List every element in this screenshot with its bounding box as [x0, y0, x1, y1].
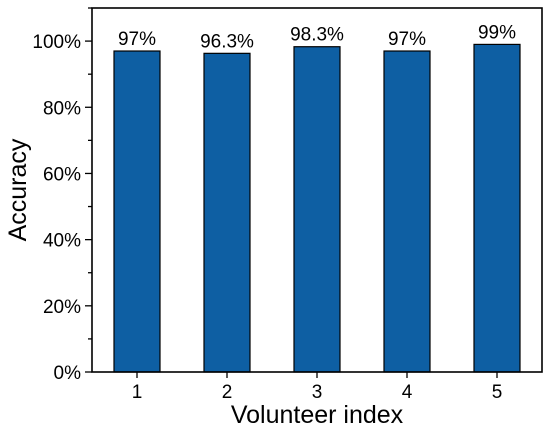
x-tick-label-3: 3 [312, 382, 323, 403]
data-label-5: 99% [478, 22, 516, 43]
x-axis: 1 2 3 4 5 [132, 372, 503, 403]
y-tick-label-0: 0% [54, 363, 82, 384]
y-axis: 0% 20% 40% 60% 80% 100% [32, 7, 92, 384]
x-tick-label-4: 4 [402, 382, 413, 403]
bar-5 [473, 43, 521, 373]
y-tick-label-20: 20% [43, 297, 81, 318]
bar-3 [293, 46, 341, 373]
bar-2 [203, 52, 251, 373]
data-label-4: 97% [388, 29, 426, 50]
y-tick-label-60: 60% [43, 164, 81, 185]
data-labels-group: 97% 96.3% 98.3% 97% 99% [118, 22, 516, 52]
data-label-1: 97% [118, 29, 156, 50]
y-tick-label-40: 40% [43, 231, 81, 252]
y-tick-label-80: 80% [43, 98, 81, 119]
bars-group [113, 43, 521, 373]
x-axis-title: Volunteer index [231, 401, 404, 429]
data-label-2: 96.3% [200, 31, 254, 52]
x-tick-label-2: 2 [222, 382, 233, 403]
data-label-3: 98.3% [290, 25, 344, 46]
bar-4 [383, 50, 431, 373]
y-tick-label-100: 100% [32, 32, 81, 53]
x-tick-label-5: 5 [492, 382, 503, 403]
bar-1 [113, 50, 161, 373]
y-axis-title: Accuracy [4, 138, 32, 241]
x-tick-label-1: 1 [132, 382, 143, 403]
